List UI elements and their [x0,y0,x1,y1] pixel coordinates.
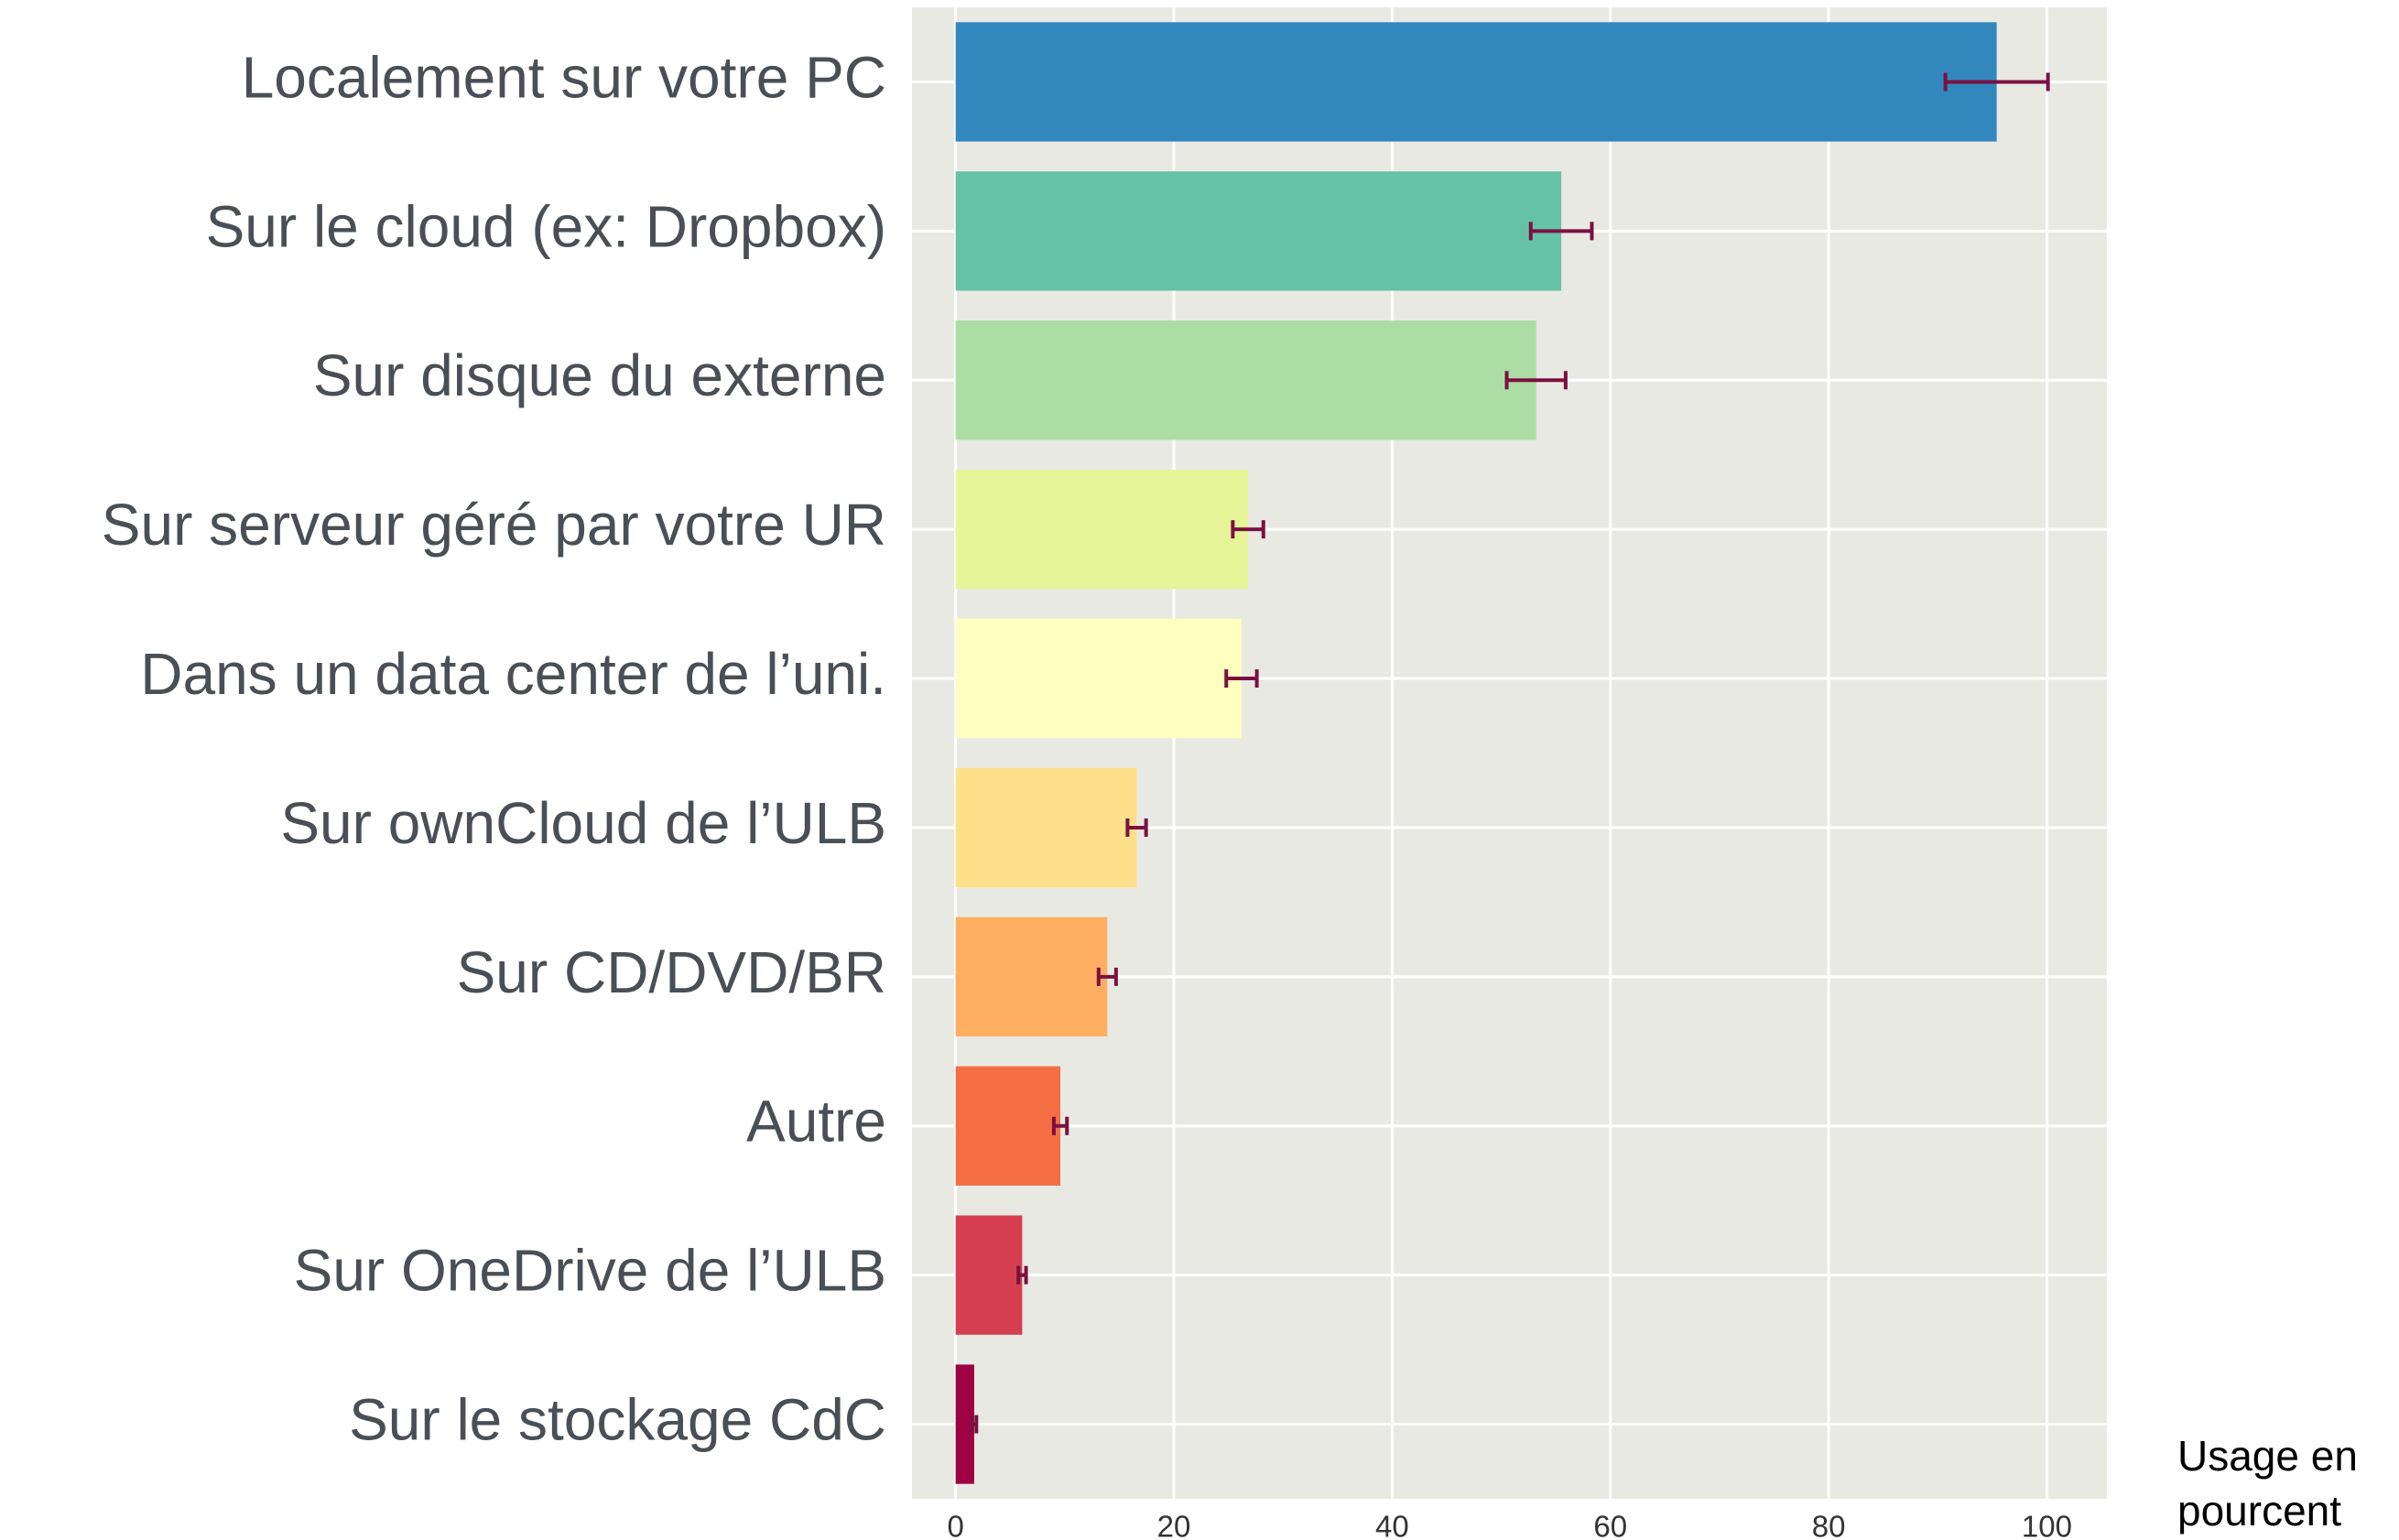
y-tick-label: Sur serveur géré par votre UR [102,492,886,558]
y-tick-label: Sur ownCloud de l’ULB [280,790,886,856]
error-bar [970,1415,979,1434]
y-tick-label: Localement sur votre PC [242,44,886,110]
x-tick-label: 100 [2022,1510,2072,1540]
bar [955,618,1242,739]
bar [955,767,1137,888]
y-tick-label: Sur le cloud (ex: Dropbox) [206,193,886,259]
error-bar [1504,371,1568,390]
y-tick-label: Dans un data center de l’uni. [140,641,886,707]
y-tick-label: Sur CD/DVD/BR [457,939,886,1005]
error-bar [1125,818,1148,837]
x-tick-label: 80 [1812,1510,1846,1540]
x-tick-label: 0 [947,1510,963,1540]
error-bar [1231,520,1265,539]
x-axis-label: Usage en pourcent [2177,1432,2358,1535]
y-tick-label: Sur disque du externe [313,342,886,408]
bar [955,1364,974,1484]
y-tick-label: Sur OneDrive de l’ULB [294,1238,886,1304]
bar [955,320,1536,440]
x-tick-label: 60 [1593,1510,1627,1540]
x-tick-label: 20 [1157,1510,1191,1540]
bar [955,1066,1061,1186]
error-bar [1943,72,2050,92]
bar [955,916,1108,1037]
bar [955,171,1562,291]
error-bar [1051,1116,1069,1135]
error-bar [1528,222,1594,241]
error-bar [1016,1265,1028,1285]
y-tick-label: Autre [746,1089,886,1155]
error-bar [1224,669,1259,689]
bar [955,469,1249,590]
x-tick-label: 40 [1375,1510,1409,1540]
error-bar [1096,967,1118,986]
bar [955,22,1997,142]
y-tick-label: Sur le stockage CdC [349,1386,886,1452]
bar [955,1215,1023,1335]
